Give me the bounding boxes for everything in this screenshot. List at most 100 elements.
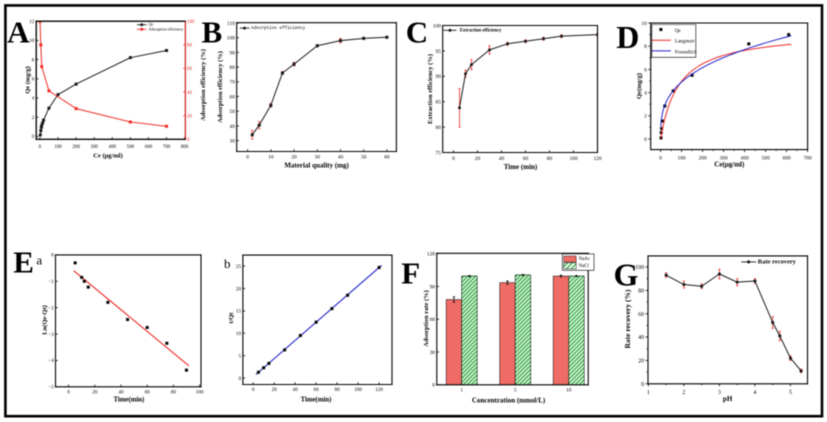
svg-text:200: 200 bbox=[72, 145, 80, 150]
svg-text:E: E bbox=[13, 244, 34, 279]
svg-text:40: 40 bbox=[230, 124, 236, 130]
svg-text:6: 6 bbox=[32, 78, 35, 83]
svg-text:D: D bbox=[616, 19, 639, 55]
svg-text:Rate recovery: Rate recovery bbox=[758, 258, 797, 265]
svg-text:0: 0 bbox=[39, 145, 42, 150]
svg-text:10: 10 bbox=[236, 331, 242, 337]
svg-text:6: 6 bbox=[644, 67, 647, 73]
svg-text:0: 0 bbox=[239, 376, 242, 382]
svg-text:5: 5 bbox=[789, 390, 792, 396]
svg-text:NaAc: NaAc bbox=[579, 257, 590, 262]
svg-text:80: 80 bbox=[187, 44, 193, 49]
svg-text:700: 700 bbox=[804, 155, 812, 161]
svg-text:600: 600 bbox=[145, 145, 153, 150]
svg-text:0: 0 bbox=[644, 137, 647, 143]
svg-text:F: F bbox=[401, 255, 420, 290]
svg-text:10: 10 bbox=[29, 39, 35, 44]
svg-text:100: 100 bbox=[433, 23, 441, 29]
svg-text:Qe (mg/g): Qe (mg/g) bbox=[25, 66, 32, 94]
svg-text:8: 8 bbox=[32, 58, 35, 63]
svg-text:100: 100 bbox=[678, 155, 686, 161]
svg-text:Time(min): Time(min) bbox=[301, 397, 332, 404]
svg-text:25: 25 bbox=[236, 264, 242, 270]
svg-text:0: 0 bbox=[432, 383, 435, 389]
svg-text:Time(min): Time(min) bbox=[113, 397, 144, 404]
svg-text:80: 80 bbox=[638, 288, 644, 294]
svg-text:G: G bbox=[614, 256, 639, 292]
svg-text:pH: pH bbox=[723, 395, 733, 403]
svg-text:50: 50 bbox=[230, 109, 236, 115]
svg-text:−2: −2 bbox=[48, 305, 54, 311]
svg-text:0: 0 bbox=[641, 382, 644, 388]
svg-text:700: 700 bbox=[163, 145, 171, 150]
svg-text:70: 70 bbox=[230, 80, 236, 86]
svg-text:10: 10 bbox=[268, 155, 274, 161]
svg-text:Extraction efficiency (%): Extraction efficiency (%) bbox=[427, 54, 434, 124]
svg-text:3: 3 bbox=[718, 390, 721, 396]
svg-text:Time (min): Time (min) bbox=[504, 163, 538, 171]
svg-text:90: 90 bbox=[430, 284, 436, 290]
svg-text:60: 60 bbox=[430, 317, 436, 323]
svg-text:8: 8 bbox=[644, 44, 647, 50]
svg-text:Langmuir: Langmuir bbox=[675, 39, 695, 44]
svg-text:−4: −4 bbox=[48, 358, 54, 364]
svg-text:b: b bbox=[224, 256, 231, 271]
svg-text:1: 1 bbox=[460, 388, 463, 394]
svg-text:t/Qt: t/Qt bbox=[228, 312, 235, 324]
svg-text:0: 0 bbox=[32, 135, 35, 140]
svg-text:A: A bbox=[7, 15, 30, 50]
svg-text:10: 10 bbox=[641, 21, 647, 27]
svg-text:200: 200 bbox=[699, 155, 707, 161]
svg-text:30: 30 bbox=[430, 350, 436, 356]
svg-text:Extraction efficiency: Extraction efficiency bbox=[460, 28, 502, 33]
svg-text:50: 50 bbox=[361, 155, 367, 161]
svg-text:40: 40 bbox=[338, 155, 344, 161]
svg-text:a: a bbox=[36, 252, 42, 267]
svg-text:12: 12 bbox=[29, 20, 35, 25]
svg-text:Material quality (mg): Material quality (mg) bbox=[284, 161, 349, 169]
svg-text:120: 120 bbox=[593, 156, 601, 162]
svg-text:2: 2 bbox=[32, 116, 35, 121]
svg-text:20: 20 bbox=[92, 389, 98, 395]
svg-text:5: 5 bbox=[514, 388, 517, 394]
svg-text:20: 20 bbox=[272, 387, 278, 393]
svg-text:800: 800 bbox=[181, 145, 189, 150]
svg-text:Adsorption efficiency (%): Adsorption efficiency (%) bbox=[200, 49, 207, 121]
svg-text:40: 40 bbox=[187, 91, 193, 96]
svg-text:40: 40 bbox=[499, 156, 505, 162]
svg-text:4: 4 bbox=[32, 97, 35, 102]
svg-text:500: 500 bbox=[762, 155, 770, 161]
svg-text:300: 300 bbox=[90, 145, 98, 150]
svg-text:400: 400 bbox=[741, 155, 749, 161]
svg-text:Freundlich: Freundlich bbox=[675, 50, 697, 55]
svg-text:Concentration (mmol/L): Concentration (mmol/L) bbox=[472, 396, 546, 404]
svg-text:Adsorption rate (%): Adsorption rate (%) bbox=[423, 290, 430, 347]
svg-text:−1: −1 bbox=[48, 279, 54, 285]
svg-text:15: 15 bbox=[236, 309, 242, 315]
svg-text:B: B bbox=[202, 15, 223, 50]
svg-text:0: 0 bbox=[67, 389, 70, 395]
svg-text:60: 60 bbox=[638, 312, 644, 318]
svg-text:120: 120 bbox=[427, 252, 435, 258]
svg-text:100: 100 bbox=[635, 265, 644, 271]
svg-text:60: 60 bbox=[314, 387, 320, 393]
svg-text:300: 300 bbox=[720, 155, 728, 161]
svg-text:100: 100 bbox=[569, 156, 577, 162]
svg-text:100: 100 bbox=[354, 387, 362, 393]
svg-text:Qe: Qe bbox=[675, 29, 682, 34]
svg-text:120: 120 bbox=[375, 387, 383, 393]
svg-text:0: 0 bbox=[51, 253, 54, 259]
svg-text:40: 40 bbox=[118, 389, 124, 395]
svg-text:40: 40 bbox=[293, 387, 299, 393]
svg-text:110: 110 bbox=[227, 21, 235, 27]
svg-text:100: 100 bbox=[54, 145, 62, 150]
svg-text:80: 80 bbox=[436, 125, 442, 131]
svg-text:20: 20 bbox=[291, 155, 297, 161]
svg-text:Adsorption efficiency (%): Adsorption efficiency (%) bbox=[217, 51, 224, 123]
svg-text:Qe(mg/g): Qe(mg/g) bbox=[636, 73, 643, 99]
svg-text:2: 2 bbox=[644, 114, 647, 120]
svg-text:90: 90 bbox=[436, 74, 442, 80]
svg-text:5: 5 bbox=[239, 354, 242, 360]
svg-text:20: 20 bbox=[475, 156, 481, 162]
svg-text:Qe: Qe bbox=[149, 22, 154, 27]
